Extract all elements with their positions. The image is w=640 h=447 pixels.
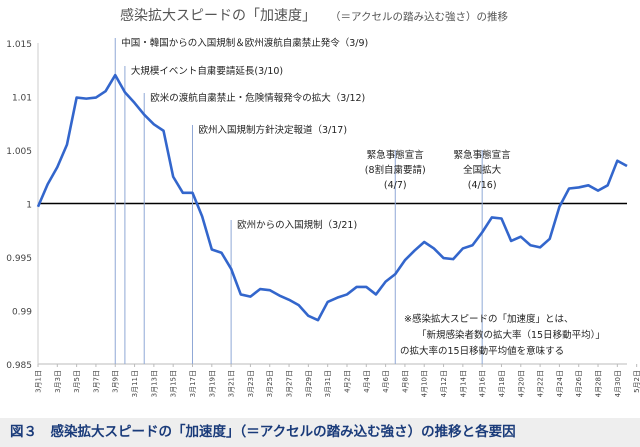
x-tick-label: 3月1日 [35, 370, 43, 393]
x-tick-label: 3月15日 [170, 370, 178, 397]
annotation-text: 欧州入国規制方針決定報道（3/17) [198, 124, 347, 136]
annotation-text: 緊急事態宣言 [454, 149, 512, 161]
y-tick-label: 0.985 [6, 361, 32, 371]
x-tick-label: 3月5日 [73, 370, 81, 393]
annotation-text: (4/7) [384, 180, 407, 191]
annotation-text: (8割自粛要請) [365, 164, 426, 176]
series-group [36, 73, 628, 322]
note-text: ※感染拡大スピードの「加速度」とは、「新規感染者数の拡大率（15日移動平均）」の… [400, 313, 605, 357]
x-tick-label: 4月12日 [440, 370, 448, 397]
x-tick-label: 3月3日 [54, 370, 62, 393]
x-tick-label: 3月21日 [228, 370, 236, 397]
x-tick-label: 4月16日 [479, 370, 487, 397]
x-tick-label: 4月6日 [382, 370, 390, 393]
annotation-text: 欧米の渡航自粛禁止・危険情報発令の拡大（3/12) [150, 92, 365, 104]
x-tick-label: 4月18日 [498, 370, 506, 397]
x-tick-label: 3月9日 [112, 370, 120, 393]
y-tick-label: 1.015 [6, 40, 32, 50]
annotation-text: 欧州からの入国規制（3/21) [237, 219, 357, 231]
annotation-text: 全国拡大 [463, 164, 502, 176]
note-line: 「新規感染者数の拡大率（15日移動平均）」 [417, 329, 605, 341]
x-tick-label: 3月7日 [92, 370, 100, 393]
x-tick-label: 4月22日 [537, 370, 545, 397]
x-tick-label: 3月25日 [266, 370, 274, 397]
note-line: の拡大率の15日移動平均値を意味する [400, 345, 564, 357]
annotations: 中国・韓国からの入国規制＆欧州渡航自粛禁止発令（3/9) 大規模イベント自粛要請延… [121, 37, 511, 231]
y-tick-label: 0.995 [6, 254, 32, 264]
x-tick-label: 4月26日 [575, 370, 583, 397]
x-axis: 3月1日 3月3日 3月5日 3月7日 3月9日 3月11日 3月13日 3月15日 3月17日… [35, 364, 640, 397]
annotation-text: 中国・韓国からの入国規制＆欧州渡航自粛禁止発令（3/9) [121, 37, 368, 49]
figure-caption: 図３ 感染拡大スピードの「加速度」（＝アクセルの踏み込む強さ）の推移と各要因 [0, 418, 640, 447]
x-tick-label: 4月24日 [556, 370, 564, 397]
x-tick-label: 4月20日 [517, 370, 525, 397]
plot-area [38, 202, 627, 365]
y-tick-label: 1 [26, 201, 32, 211]
x-tick-label: 5月2日 [633, 370, 640, 393]
x-tick-label: 4月28日 [595, 370, 603, 397]
x-tick-label: 3月13日 [150, 370, 158, 397]
chart-title: 感染拡大スピードの「加速度」 [120, 7, 316, 24]
x-tick-label: 4月8日 [401, 370, 409, 393]
y-tick-label: 1.01 [12, 94, 32, 104]
annotation-text: (4/16) [468, 180, 497, 191]
x-tick-label: 4月14日 [459, 370, 467, 397]
x-tick-label: 3月19日 [208, 370, 216, 397]
annotation-text: 緊急事態宣言 [367, 149, 425, 161]
series-line [36, 73, 628, 322]
x-tick-label: 3月27日 [286, 370, 294, 397]
x-tick-label: 3月29日 [305, 370, 313, 397]
x-tick-label: 3月11日 [131, 370, 139, 397]
x-tick-label: 4月10日 [421, 370, 429, 397]
x-tick-label: 4月2日 [343, 370, 351, 393]
chart: 感染拡大スピードの「加速度」 （＝アクセルの踏み込む強さ）の推移 1.0151.… [6, 7, 640, 397]
x-tick-label: 4月4日 [363, 370, 371, 393]
y-axis: 1.015 1.01 1.005 1 0.995 0.99 0.985 [6, 40, 39, 371]
x-tick-label: 4月30日 [614, 370, 622, 397]
x-tick-label: 3月23日 [247, 370, 255, 397]
x-tick-label: 3月17日 [189, 370, 197, 397]
note-line: ※感染拡大スピードの「加速度」とは、 [404, 313, 573, 325]
y-tick-label: 0.99 [12, 308, 32, 318]
y-tick-label: 1.005 [6, 147, 32, 157]
event-lines [114, 38, 483, 364]
annotation-text: 大規模イベント自粛要請延長(3/10) [131, 65, 283, 77]
x-tick-label: 3月31日 [324, 370, 332, 397]
chart-subtitle: （＝アクセルの踏み込む強さ）の推移 [330, 10, 508, 23]
